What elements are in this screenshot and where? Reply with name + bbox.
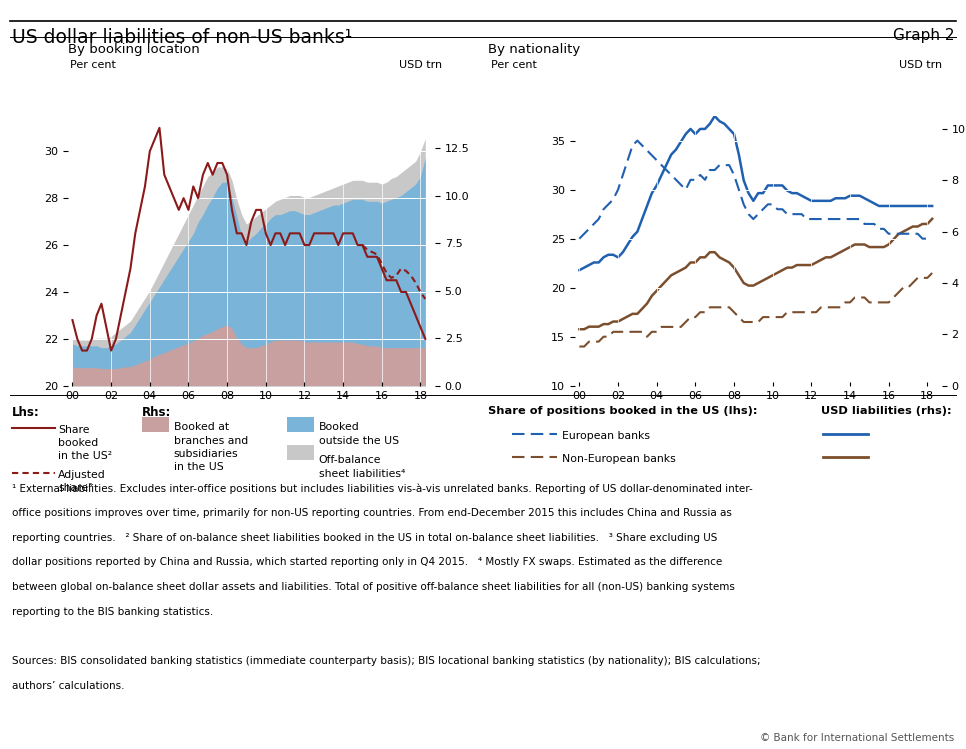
Text: US dollar liabilities of non-US banks¹: US dollar liabilities of non-US banks¹ (12, 28, 352, 47)
Text: © Bank for International Settlements: © Bank for International Settlements (760, 733, 954, 743)
Text: European banks: European banks (562, 431, 650, 441)
Text: Share of positions booked in the US (lhs):: Share of positions booked in the US (lhs… (488, 406, 757, 416)
Text: USD trn: USD trn (898, 60, 942, 70)
Text: Off-balance
sheet liabilities⁴: Off-balance sheet liabilities⁴ (319, 455, 405, 479)
Text: Booked
outside the US: Booked outside the US (319, 422, 399, 446)
Text: Non-European banks: Non-European banks (562, 454, 676, 464)
Text: USD liabilities (rhs):: USD liabilities (rhs): (821, 406, 952, 416)
Text: Lhs:: Lhs: (12, 406, 40, 419)
Text: Adjusted
share³: Adjusted share³ (58, 470, 105, 493)
Text: By nationality: By nationality (488, 43, 580, 55)
Text: dollar positions reported by China and Russia, which started reporting only in Q: dollar positions reported by China and R… (12, 557, 722, 567)
Text: Per cent: Per cent (491, 60, 536, 70)
Text: USD trn: USD trn (399, 60, 442, 70)
Text: reporting to the BIS banking statistics.: reporting to the BIS banking statistics. (12, 607, 213, 616)
Text: Sources: BIS consolidated banking statistics (immediate counterparty basis); BIS: Sources: BIS consolidated banking statis… (12, 656, 760, 666)
Text: Graph 2: Graph 2 (893, 28, 954, 43)
Text: Booked at
branches and
subsidiaries
in the US: Booked at branches and subsidiaries in t… (174, 422, 248, 472)
Text: office positions improves over time, primarily for non-US reporting countries. F: office positions improves over time, pri… (12, 508, 731, 518)
Text: authors’ calculations.: authors’ calculations. (12, 681, 124, 691)
Text: ¹ External liabilities. Excludes inter-office positions but includes liabilities: ¹ External liabilities. Excludes inter-o… (12, 483, 753, 494)
Text: Share
booked
in the US²: Share booked in the US² (58, 425, 112, 461)
Text: Per cent: Per cent (70, 60, 115, 70)
Text: between global on-balance sheet dollar assets and liabilities. Total of positive: between global on-balance sheet dollar a… (12, 582, 734, 592)
Text: Rhs:: Rhs: (142, 406, 171, 419)
Text: reporting countries.   ² Share of on-balance sheet liabilities booked in the US : reporting countries. ² Share of on-balan… (12, 533, 717, 542)
Text: By booking location: By booking location (68, 43, 199, 55)
